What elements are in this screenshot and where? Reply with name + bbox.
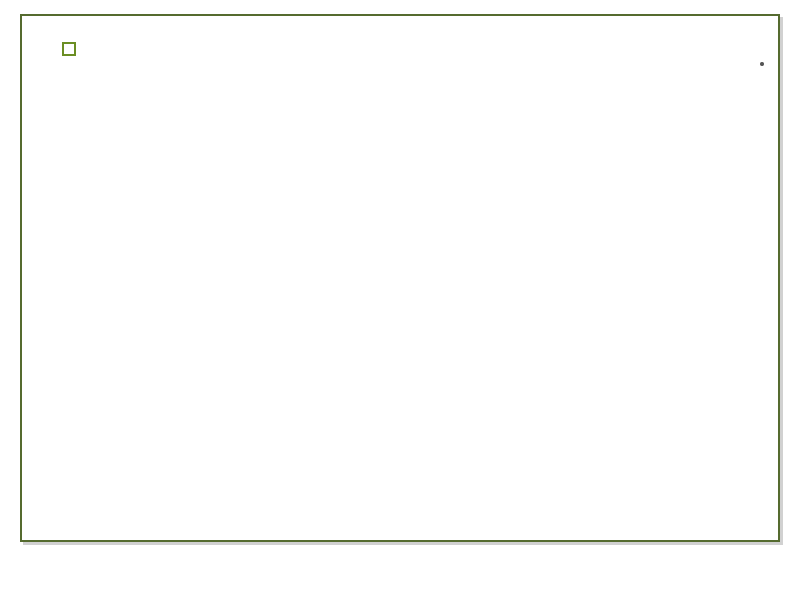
slide <box>0 0 800 600</box>
slide-frame <box>20 14 780 542</box>
electroosmosis-diagram <box>250 84 550 234</box>
bullet-icon <box>62 42 76 56</box>
bullet-row <box>62 34 738 56</box>
figure <box>62 84 738 239</box>
slide-body <box>22 34 778 239</box>
